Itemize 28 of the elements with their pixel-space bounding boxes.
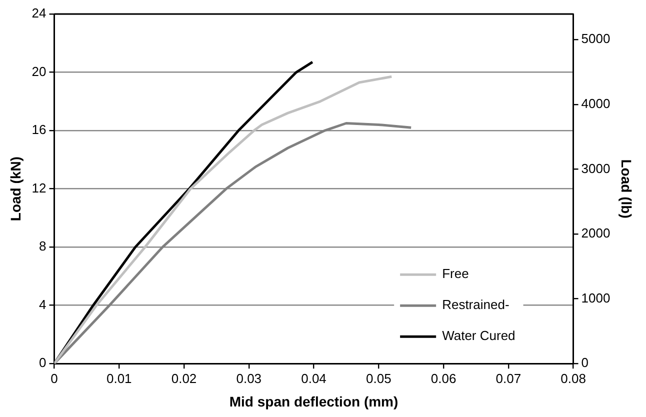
- y-axis-title: Load (kN): [7, 156, 24, 222]
- y2-tick-label: 1000: [581, 290, 610, 306]
- x-tick-label: 0.07: [496, 370, 522, 386]
- y2-tick-label: 3000: [581, 160, 610, 176]
- y2-tick-label: 2000: [581, 226, 610, 241]
- y-tick-label: 0: [39, 355, 46, 370]
- x-tick-label: 0.04: [301, 370, 326, 386]
- y-tick-label: 24: [32, 6, 46, 21]
- legend-label: Restrained-: [442, 297, 510, 312]
- legend-label: Water Cured: [442, 328, 516, 344]
- y-tick-label: 16: [32, 122, 46, 138]
- legend-label: Free: [442, 266, 469, 282]
- x-tick-label: 0.08: [560, 370, 586, 386]
- x-tick-label: 0: [50, 370, 58, 386]
- y-tick-label: 8: [39, 238, 46, 254]
- x-tick-label: 0.01: [106, 370, 132, 386]
- y-tick-label: 4: [39, 296, 46, 312]
- y2-tick-label: 0: [581, 355, 589, 370]
- y-tick-label: 12: [32, 180, 46, 196]
- x-tick-label: 0.03: [236, 370, 262, 386]
- y2-tick-label: 4000: [581, 96, 610, 111]
- x-tick-label: 0.02: [171, 370, 197, 386]
- x-tick-label: 0.06: [430, 370, 456, 386]
- y2-tick-label: 5000: [581, 31, 610, 46]
- y2-axis-title: Load (lb): [618, 159, 635, 218]
- x-tick-label: 0.05: [366, 370, 392, 386]
- y-tick-label: 20: [32, 64, 46, 79]
- x-axis-title: Mid span deflection (mm): [229, 393, 398, 410]
